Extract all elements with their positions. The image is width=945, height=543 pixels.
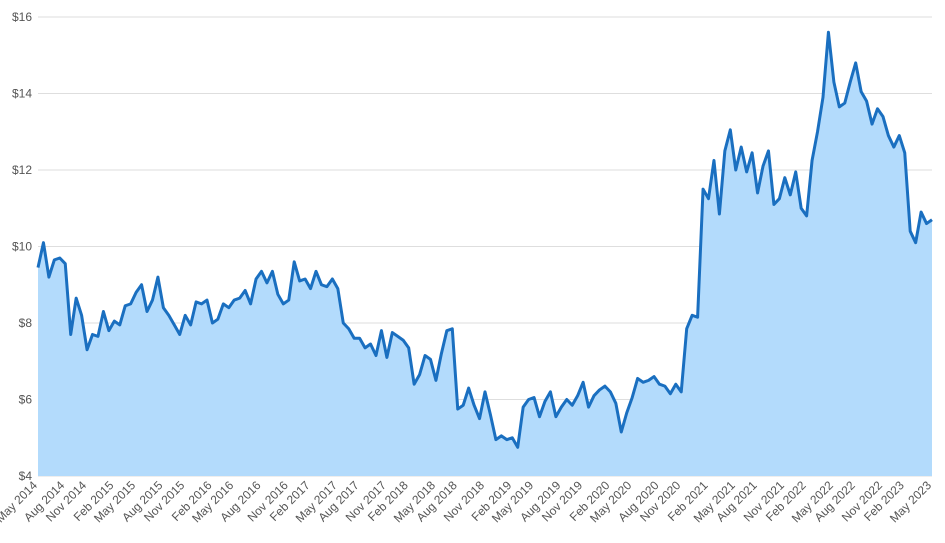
y-tick-label: $16	[12, 10, 32, 24]
y-tick-label: $4	[19, 469, 33, 483]
y-tick-label: $14	[12, 87, 32, 101]
area-fill	[38, 32, 932, 477]
line	[36, 30, 933, 449]
y-tick-label: $10	[12, 240, 32, 254]
y-tick-label: $6	[19, 393, 33, 407]
y-tick-label: $12	[12, 163, 32, 177]
y-tick-label: $8	[19, 316, 33, 330]
